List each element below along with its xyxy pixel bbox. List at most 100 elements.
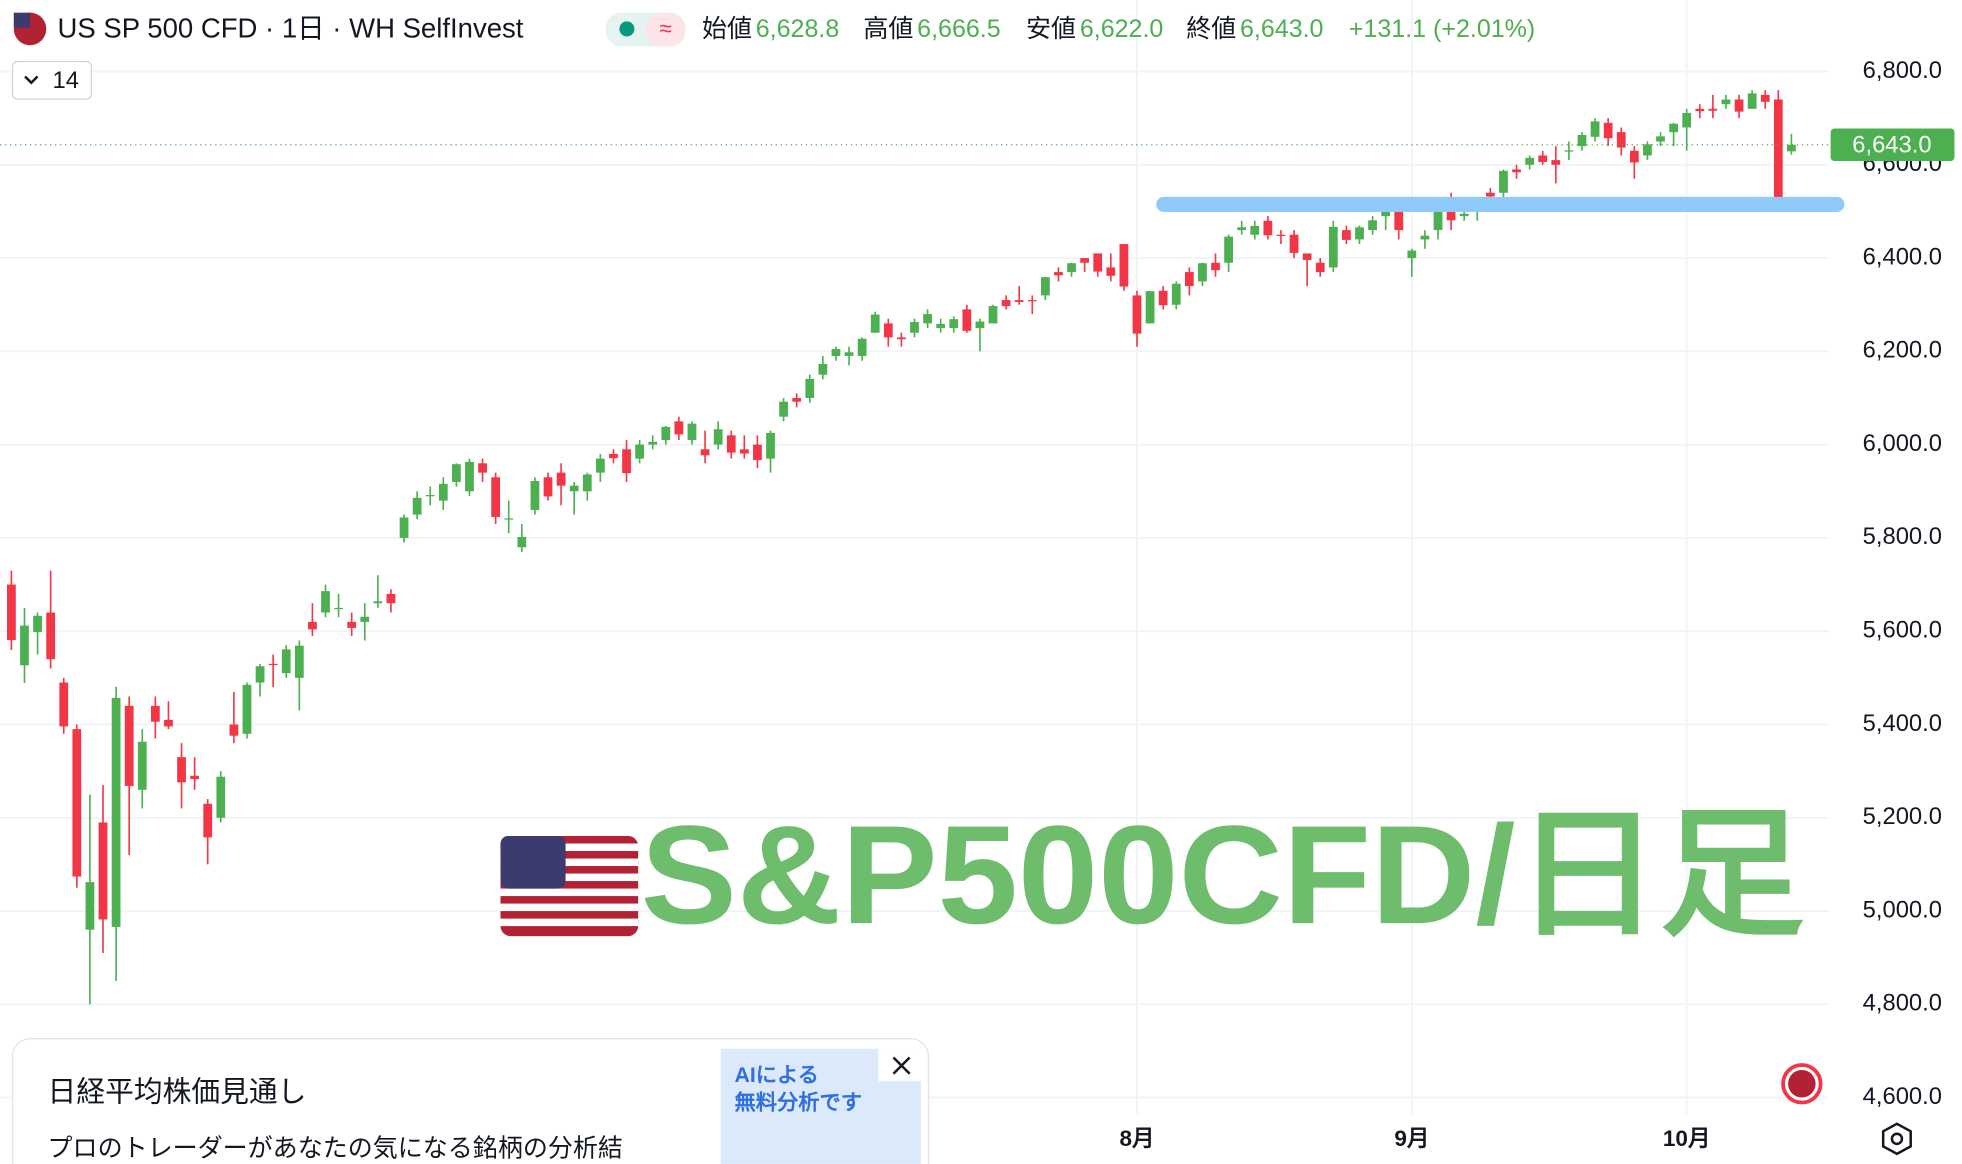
candle-body [360,616,370,622]
candle-body [334,607,343,610]
ad-box[interactable] [11,1038,930,1164]
candle-body [1040,277,1050,296]
candle-body [766,432,775,459]
candle-body [33,615,42,633]
candle-body [609,453,618,459]
candle-body [1551,160,1561,165]
candle-body [399,517,409,538]
candle-body [386,593,396,604]
flag-canton [500,836,566,889]
ad-image-line: AIによる [734,1063,818,1087]
candle-body [308,621,317,630]
candle-body [661,426,671,440]
candle-body [805,378,815,399]
flag-stripe [500,903,639,912]
candle-body [910,321,919,333]
settings-icon-center [1890,1132,1904,1146]
candle-body [1302,253,1312,260]
candle-body [1289,234,1299,253]
candle-body [1132,295,1142,334]
candle-body [203,803,213,838]
candle-body [1067,263,1076,273]
candle-body [1708,108,1718,111]
y-tick-label: 5,400.0 [1863,710,1942,737]
candle-body [713,429,723,445]
candle-body [268,663,278,666]
candle-body [1250,225,1260,235]
interval-box[interactable] [11,60,92,100]
candle-body [1119,244,1129,287]
settings-icon[interactable] [1881,1122,1912,1156]
candle-body [85,882,95,930]
candle-body [137,741,147,790]
candle-body [229,724,239,736]
flag-stripe [500,858,639,867]
candle-body [1407,250,1417,259]
candle-body [1381,210,1391,217]
candle-body [1616,132,1626,148]
candle-body [1093,253,1103,272]
close-icon [892,1056,911,1075]
last-price-label: 6,643.0 [1852,131,1931,158]
candles: 6,643.0 [0,90,1955,1005]
change-value: +131.1 (+2.01%) [1349,15,1535,43]
candle-body [1080,258,1090,263]
close-label: 終値 [1186,15,1236,43]
candle-body [635,444,645,459]
candle-body [1603,122,1613,139]
y-tick-label: 5,600.0 [1863,616,1942,643]
candle-body [1368,220,1377,231]
ad-image-line: 無料分析です [734,1089,862,1114]
candle-body [1512,169,1521,173]
candle-body [1721,99,1731,105]
candle-body [1211,262,1220,271]
candle-body [753,444,762,461]
candle-body [1355,227,1364,240]
candle-body [20,625,29,666]
candle-body [465,461,474,492]
candle-body [1656,136,1665,142]
open-label: 始値 [702,15,752,43]
candle-body [46,612,56,660]
candle-body [190,775,200,780]
status-pill-right [645,12,686,47]
candle-body [674,421,684,435]
candle-body [648,441,658,445]
chevron-icon [24,75,39,85]
candle-body [936,323,946,329]
candle-body [294,645,304,678]
candle-body [818,363,828,375]
interval-value: 14 [53,67,79,94]
candle-body [504,518,514,520]
candle-body [726,435,736,453]
flag-stripe [500,843,639,852]
candle-body [1734,99,1744,112]
y-tick-label: 5,800.0 [1863,523,1942,550]
candle-body [1001,300,1011,307]
candle-body [1027,300,1037,302]
candle-body [281,649,291,674]
candle-body [1760,94,1770,102]
x-tick-label: 9月 [1394,1126,1429,1151]
candle-body [321,591,330,613]
candle-body [1171,283,1181,305]
candle-body [700,449,710,456]
candle-body [478,463,487,473]
candle-body [1328,226,1338,268]
candle-body [1158,290,1168,306]
candle-body [1773,99,1783,206]
horizontal-level [1156,196,1845,212]
candle-body [412,497,422,515]
candle-body [177,757,186,783]
candle-body [582,474,592,492]
candle-body [164,719,173,727]
candle-body [425,495,435,497]
candle-body [1315,262,1325,273]
candle-body [1184,272,1194,287]
candle-body [1669,123,1678,133]
candle-body [1394,211,1404,231]
y-tick-label: 5,200.0 [1863,803,1942,830]
y-tick-label: 6,200.0 [1863,337,1942,364]
candle-body [1577,134,1587,147]
